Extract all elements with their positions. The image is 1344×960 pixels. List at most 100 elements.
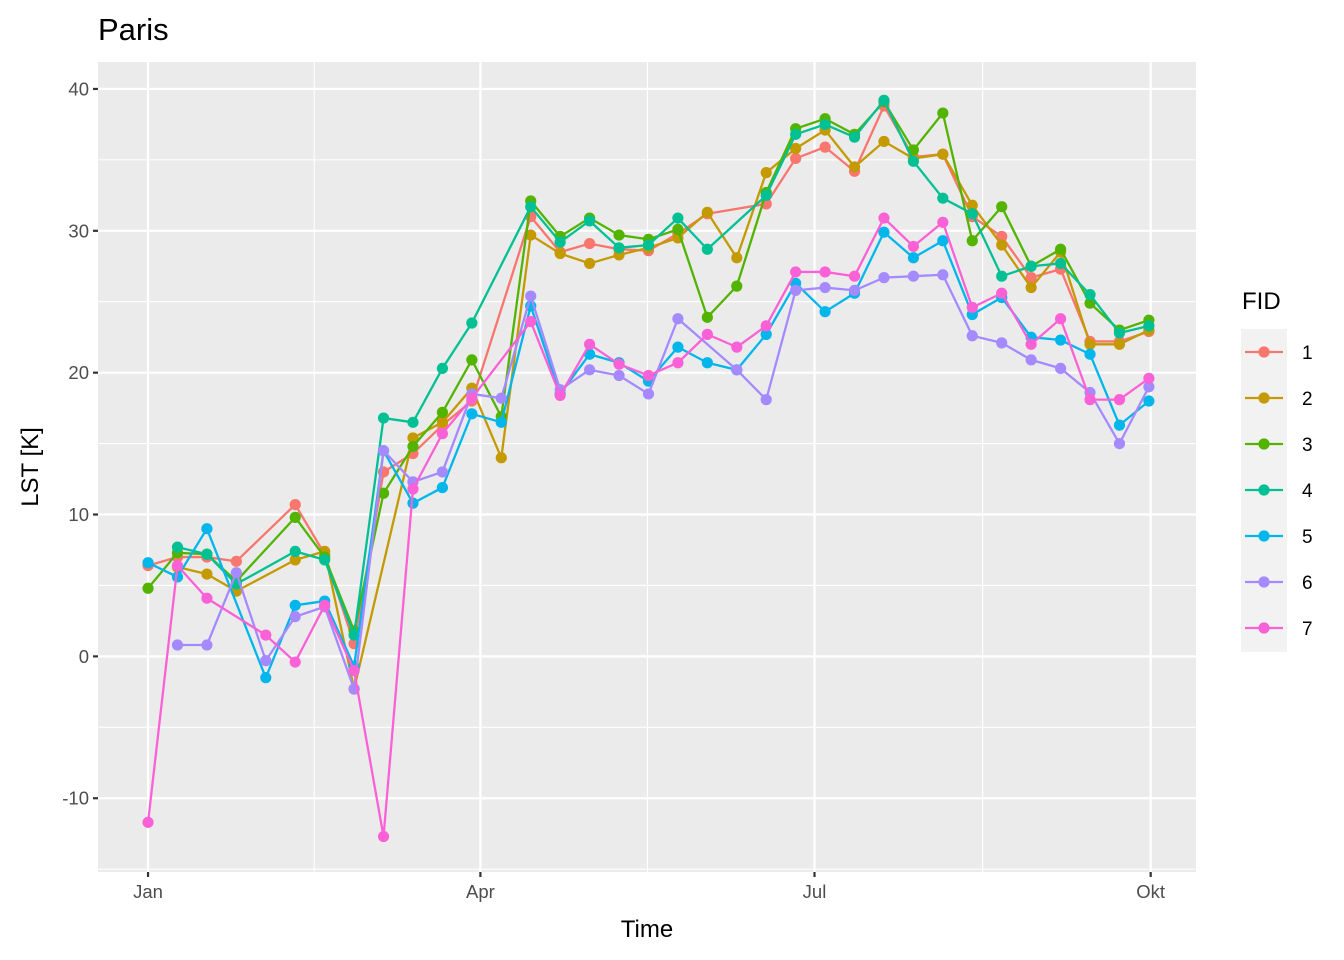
legend-key-point (1258, 392, 1270, 404)
data-point (1143, 320, 1155, 332)
data-point (966, 235, 978, 247)
data-point (878, 212, 890, 224)
data-point (642, 239, 655, 251)
data-point (760, 320, 772, 332)
legend-label: 3 (1302, 435, 1313, 456)
data-point (201, 592, 213, 604)
data-point (495, 452, 507, 464)
data-point (878, 135, 890, 148)
data-point (966, 199, 978, 211)
data-point (819, 266, 831, 278)
data-point (613, 358, 625, 370)
data-point (996, 270, 1008, 282)
legend-key-point (1258, 484, 1270, 496)
legend: FID 1 2 3 4 5 6 7 (1241, 288, 1313, 652)
legend-title: FID (1242, 288, 1281, 315)
data-point (495, 392, 507, 404)
data-point (583, 338, 596, 350)
data-point (201, 523, 213, 535)
data-point (1084, 297, 1096, 309)
data-point (436, 362, 449, 375)
data-point (466, 317, 478, 329)
legend-item-2: 2 (1245, 389, 1313, 410)
y-axis: -10 0 10 20 30 40 (62, 78, 98, 809)
data-point (907, 270, 920, 282)
data-point (289, 656, 301, 668)
data-point (142, 557, 154, 569)
data-point (790, 284, 802, 296)
series-7 (142, 212, 1155, 843)
data-point (260, 629, 272, 641)
data-point (996, 230, 1008, 243)
data-point (819, 281, 831, 294)
x-axis-title: Time (621, 916, 673, 943)
data-point (171, 541, 184, 553)
data-point (289, 611, 301, 623)
data-point (289, 554, 301, 566)
series-line (147, 231, 1150, 679)
data-point (525, 229, 537, 241)
data-point (996, 201, 1008, 213)
data-point (1084, 289, 1096, 301)
data-point (1025, 272, 1037, 284)
legend-key-point (1258, 622, 1270, 634)
data-point (201, 548, 213, 560)
legend-item-6: 6 (1245, 573, 1313, 594)
data-point (613, 369, 625, 382)
data-point (790, 128, 802, 140)
data-point (142, 582, 154, 594)
legend-label: 5 (1302, 527, 1313, 548)
data-point (937, 148, 949, 160)
data-point (672, 313, 684, 325)
data-point (731, 280, 743, 292)
data-point (966, 330, 978, 342)
legend-label: 6 (1302, 573, 1313, 594)
legend-key-point (1258, 530, 1270, 542)
legend-label: 1 (1302, 343, 1313, 364)
data-point (554, 236, 566, 248)
data-point (672, 341, 684, 353)
data-point (701, 206, 713, 218)
legend-item-5: 5 (1245, 527, 1313, 548)
data-point (966, 301, 978, 314)
data-point (878, 226, 890, 238)
data-point (672, 212, 684, 224)
x-tick-label: Apr (466, 881, 495, 902)
data-point (407, 483, 419, 495)
data-point (466, 392, 478, 404)
data-point (966, 208, 978, 220)
data-point (731, 341, 743, 353)
data-point (937, 216, 949, 228)
data-point (289, 498, 301, 511)
data-point (201, 568, 213, 580)
data-point (260, 672, 272, 684)
legend-label: 7 (1302, 619, 1313, 640)
data-point (525, 201, 537, 213)
data-point (436, 406, 449, 418)
y-tick-label: 40 (68, 78, 89, 99)
y-tick-label: 10 (68, 504, 89, 525)
data-point (1054, 313, 1067, 325)
data-point (996, 337, 1008, 349)
data-point (142, 816, 154, 828)
data-point (790, 266, 802, 278)
legend-item-7: 7 (1245, 619, 1313, 640)
data-point (1113, 419, 1126, 431)
legend-key-point (1258, 346, 1270, 358)
data-point (642, 388, 655, 400)
data-point (848, 284, 861, 296)
data-point (848, 270, 861, 282)
y-tick-label: 20 (68, 362, 89, 383)
data-point (701, 357, 713, 369)
legend-item-4: 4 (1245, 481, 1313, 502)
data-point (1113, 327, 1126, 339)
data-point (760, 189, 772, 201)
data-point (171, 559, 184, 572)
data-point (289, 511, 301, 523)
data-point (848, 161, 861, 173)
data-point (731, 364, 743, 376)
series-line (147, 100, 1150, 632)
data-point (319, 554, 331, 566)
data-point (819, 141, 831, 153)
data-point (672, 357, 684, 369)
